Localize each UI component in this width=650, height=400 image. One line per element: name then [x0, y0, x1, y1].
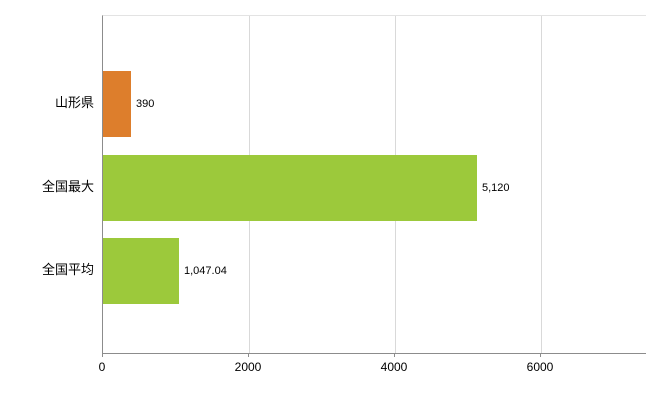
x-tick-mark	[540, 353, 541, 357]
x-tick-label-1: 2000	[234, 360, 262, 374]
gridline	[541, 16, 542, 353]
category-label-1: 全国最大	[41, 179, 94, 194]
bar-1	[103, 155, 477, 221]
bar-2	[103, 238, 179, 304]
x-tick-mark	[248, 353, 249, 357]
plot-area: 390 5,120 1,047.04	[102, 15, 646, 354]
x-tick-mark	[102, 353, 103, 357]
bar-0	[103, 71, 131, 137]
value-label-0: 390	[136, 98, 155, 110]
value-label-2: 1,047.04	[184, 265, 227, 277]
category-label-0: 山形県	[54, 95, 94, 110]
value-label-1: 5,120	[482, 182, 510, 194]
category-label-2: 全国平均	[41, 262, 94, 277]
x-tick-mark	[394, 353, 395, 357]
x-tick-label-3: 6000	[526, 360, 554, 374]
x-tick-label-2: 4000	[380, 360, 408, 374]
x-tick-label-0: 0	[98, 360, 106, 374]
